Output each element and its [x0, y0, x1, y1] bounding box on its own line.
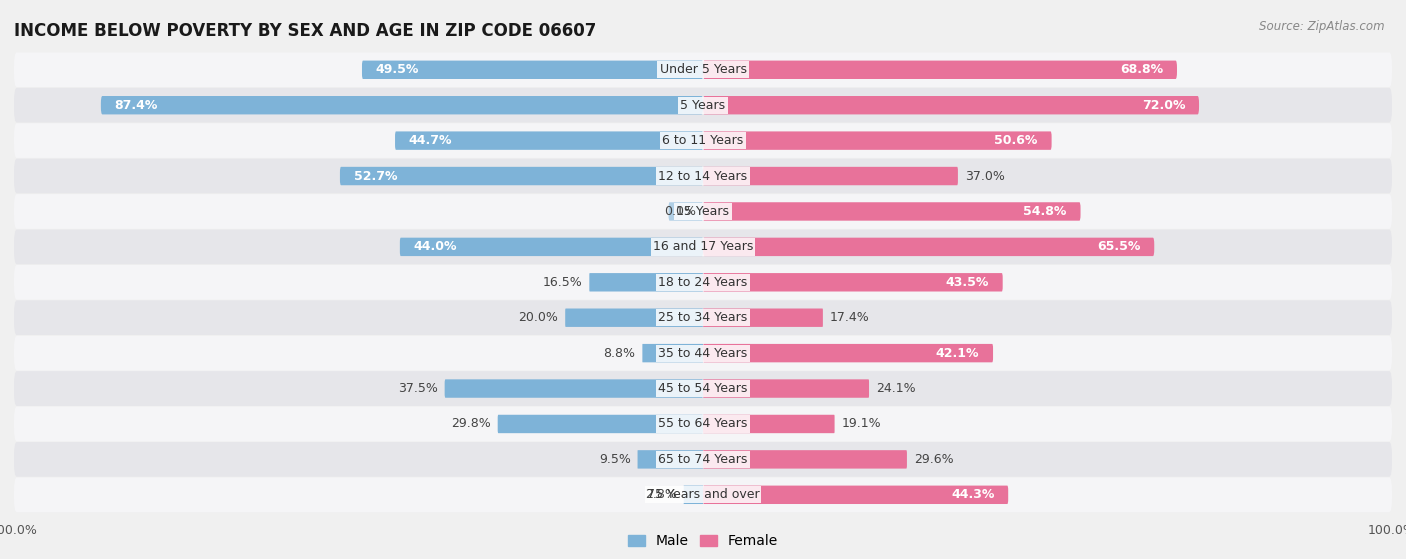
Legend: Male, Female: Male, Female [623, 529, 783, 554]
FancyBboxPatch shape [395, 131, 703, 150]
Text: 68.8%: 68.8% [1121, 63, 1163, 76]
FancyBboxPatch shape [703, 309, 823, 327]
FancyBboxPatch shape [703, 60, 1177, 79]
Text: 0.0%: 0.0% [664, 205, 696, 218]
Text: 44.3%: 44.3% [950, 489, 994, 501]
Text: 9.5%: 9.5% [599, 453, 631, 466]
Text: 50.6%: 50.6% [994, 134, 1038, 147]
Text: 29.6%: 29.6% [914, 453, 953, 466]
Text: Under 5 Years: Under 5 Years [659, 63, 747, 76]
FancyBboxPatch shape [703, 96, 1199, 115]
Text: 12 to 14 Years: 12 to 14 Years [658, 169, 748, 183]
FancyBboxPatch shape [14, 442, 1392, 477]
Text: 45 to 54 Years: 45 to 54 Years [658, 382, 748, 395]
Text: 17.4%: 17.4% [830, 311, 869, 324]
FancyBboxPatch shape [703, 238, 1154, 256]
FancyBboxPatch shape [14, 230, 1392, 264]
FancyBboxPatch shape [703, 344, 993, 362]
FancyBboxPatch shape [14, 371, 1392, 406]
FancyBboxPatch shape [14, 477, 1392, 512]
FancyBboxPatch shape [14, 300, 1392, 335]
Text: 2.8%: 2.8% [645, 489, 676, 501]
FancyBboxPatch shape [498, 415, 703, 433]
Text: 24.1%: 24.1% [876, 382, 915, 395]
Text: 18 to 24 Years: 18 to 24 Years [658, 276, 748, 289]
Text: 44.0%: 44.0% [413, 240, 457, 253]
Text: 16 and 17 Years: 16 and 17 Years [652, 240, 754, 253]
Text: INCOME BELOW POVERTY BY SEX AND AGE IN ZIP CODE 06607: INCOME BELOW POVERTY BY SEX AND AGE IN Z… [14, 22, 596, 40]
FancyBboxPatch shape [703, 167, 957, 185]
FancyBboxPatch shape [14, 406, 1392, 441]
FancyBboxPatch shape [637, 450, 703, 468]
FancyBboxPatch shape [683, 486, 703, 504]
Text: 5 Years: 5 Years [681, 99, 725, 112]
FancyBboxPatch shape [669, 202, 703, 221]
FancyBboxPatch shape [14, 124, 1392, 158]
FancyBboxPatch shape [101, 96, 703, 115]
Text: 15 Years: 15 Years [676, 205, 730, 218]
Text: 54.8%: 54.8% [1024, 205, 1067, 218]
FancyBboxPatch shape [703, 450, 907, 468]
FancyBboxPatch shape [14, 88, 1392, 122]
FancyBboxPatch shape [703, 486, 1008, 504]
FancyBboxPatch shape [643, 344, 703, 362]
FancyBboxPatch shape [14, 265, 1392, 300]
Text: 65 to 74 Years: 65 to 74 Years [658, 453, 748, 466]
Text: 8.8%: 8.8% [603, 347, 636, 359]
Text: 20.0%: 20.0% [519, 311, 558, 324]
FancyBboxPatch shape [361, 60, 703, 79]
FancyBboxPatch shape [399, 238, 703, 256]
FancyBboxPatch shape [703, 131, 1052, 150]
FancyBboxPatch shape [14, 336, 1392, 371]
FancyBboxPatch shape [14, 159, 1392, 193]
FancyBboxPatch shape [703, 273, 1002, 291]
FancyBboxPatch shape [14, 194, 1392, 229]
Text: 65.5%: 65.5% [1097, 240, 1140, 253]
FancyBboxPatch shape [340, 167, 703, 185]
Text: 16.5%: 16.5% [543, 276, 582, 289]
Text: 29.8%: 29.8% [451, 418, 491, 430]
Text: 72.0%: 72.0% [1142, 99, 1185, 112]
Text: 43.5%: 43.5% [946, 276, 988, 289]
FancyBboxPatch shape [703, 415, 835, 433]
Text: 52.7%: 52.7% [354, 169, 398, 183]
Text: 37.5%: 37.5% [398, 382, 437, 395]
FancyBboxPatch shape [14, 53, 1392, 87]
Text: 35 to 44 Years: 35 to 44 Years [658, 347, 748, 359]
Text: 19.1%: 19.1% [841, 418, 882, 430]
Text: 25 to 34 Years: 25 to 34 Years [658, 311, 748, 324]
Text: 37.0%: 37.0% [965, 169, 1005, 183]
Text: 42.1%: 42.1% [936, 347, 979, 359]
Text: 87.4%: 87.4% [115, 99, 157, 112]
Text: 49.5%: 49.5% [375, 63, 419, 76]
Text: 6 to 11 Years: 6 to 11 Years [662, 134, 744, 147]
Text: 75 Years and over: 75 Years and over [647, 489, 759, 501]
FancyBboxPatch shape [444, 380, 703, 398]
FancyBboxPatch shape [703, 380, 869, 398]
Text: 44.7%: 44.7% [409, 134, 453, 147]
FancyBboxPatch shape [565, 309, 703, 327]
Text: Source: ZipAtlas.com: Source: ZipAtlas.com [1260, 20, 1385, 32]
FancyBboxPatch shape [589, 273, 703, 291]
Text: 55 to 64 Years: 55 to 64 Years [658, 418, 748, 430]
FancyBboxPatch shape [703, 202, 1081, 221]
